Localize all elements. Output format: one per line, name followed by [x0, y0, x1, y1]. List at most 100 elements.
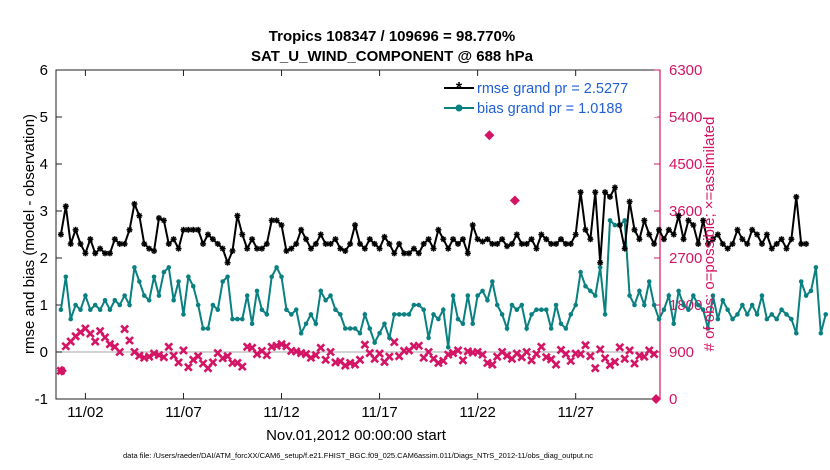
bias-point — [372, 340, 377, 345]
bias-point — [514, 307, 520, 313]
rmse-point — [352, 222, 359, 229]
bias-point — [73, 302, 78, 308]
rmse-star-stroke — [386, 241, 393, 247]
obs-assimilated-point — [262, 350, 272, 360]
rmse-point — [528, 236, 535, 243]
rmse-point — [484, 236, 491, 243]
rmse-star-stroke — [185, 227, 192, 233]
obs-assimilated-point — [478, 350, 487, 360]
bias-point — [279, 274, 284, 280]
rmse-star-stroke — [264, 241, 270, 247]
bias-point — [338, 312, 343, 317]
obs-assimilated-point — [448, 348, 458, 358]
rmse-point — [229, 247, 236, 254]
rmse-point — [141, 240, 148, 247]
bias-point — [573, 302, 578, 308]
bias-point — [627, 293, 632, 298]
obs-assimilated-point — [551, 360, 561, 369]
obs-assimilated-point — [100, 332, 110, 342]
bias-point — [210, 302, 216, 308]
rmse-star-stroke — [131, 201, 138, 207]
rmse-star-stroke — [205, 231, 211, 238]
bias-point — [436, 316, 441, 322]
rmse-star-stroke — [283, 248, 290, 254]
chart-subtitle: SAT_U_WIND_COMPONENT @ 688 hPa — [251, 48, 534, 65]
obs-x-stroke — [257, 346, 267, 356]
obs-x-stroke — [429, 354, 438, 364]
bias-point — [730, 316, 735, 322]
obs-x-stroke — [522, 347, 532, 357]
rmse-star-stroke — [680, 236, 687, 242]
bias-point — [328, 293, 333, 298]
rmse-point — [111, 236, 118, 243]
rmse-point — [719, 240, 726, 247]
rmse-star-stroke — [720, 241, 726, 247]
bias-point — [769, 312, 775, 317]
rmse-point — [783, 245, 790, 252]
bias-point — [190, 283, 196, 289]
y-axis-right-label: # of obs: o=possible; ×=assimilated — [701, 117, 718, 352]
rmse-point — [62, 203, 69, 210]
bias-point — [588, 288, 593, 294]
bias-point — [485, 298, 490, 303]
rmse-star-stroke — [538, 231, 545, 238]
bias-point — [431, 312, 436, 317]
rmse-point — [724, 245, 731, 252]
obs-assimilated-point — [134, 351, 144, 361]
bias-point — [480, 288, 485, 294]
rmse-star-stroke — [553, 241, 559, 247]
bias-point — [490, 279, 495, 284]
bias-point — [421, 307, 426, 313]
obs-assimilated-point — [277, 339, 286, 349]
rmse-star-stroke — [749, 227, 755, 233]
rmse-point — [420, 240, 427, 247]
rmse-star-stroke — [445, 245, 451, 252]
bias-point — [450, 293, 456, 298]
rmse-point — [670, 231, 677, 238]
obs-x-stroke — [154, 350, 164, 360]
rmse-point — [572, 231, 579, 238]
obs-x-stroke — [90, 337, 100, 346]
obs-x-stroke — [497, 347, 507, 357]
x-tick-label: 11/12 — [263, 404, 299, 421]
rmse-star-stroke — [278, 222, 285, 228]
rmse-star-stroke — [273, 217, 280, 224]
obs-x-stroke — [301, 349, 311, 359]
rmse-point — [680, 236, 687, 243]
bias-point — [215, 307, 221, 313]
obs-assimilated-point — [473, 347, 483, 357]
rmse-star-stroke — [460, 236, 466, 242]
rmse-star-stroke — [352, 222, 358, 228]
rmse-star-stroke — [744, 241, 750, 247]
obs-x-stroke — [620, 354, 630, 364]
obs-assimilated-point — [581, 340, 590, 350]
rmse-star-stroke — [455, 241, 461, 247]
bias-point — [529, 312, 534, 317]
bias-point — [441, 307, 446, 313]
obs-x-stroke — [414, 341, 424, 351]
obs-x-stroke — [448, 348, 458, 358]
rmse-point — [739, 236, 746, 243]
bias-point — [186, 274, 191, 280]
rmse-star-stroke — [288, 245, 294, 252]
rmse-star-stroke — [362, 245, 368, 252]
footer-data-file: data file: /Users/raeder/DAI/ATM_forcXX/… — [123, 451, 593, 460]
bias-point — [671, 321, 677, 327]
rmse-point — [366, 236, 373, 243]
obs-x-stroke — [321, 355, 331, 365]
rmse-point — [504, 243, 511, 250]
legend-bias-marker — [455, 104, 463, 112]
bias-point — [137, 279, 142, 284]
bias-point — [558, 321, 564, 327]
rmse-star-stroke — [136, 213, 143, 219]
rmse-star-stroke — [484, 236, 491, 242]
rmse-point — [57, 231, 64, 238]
bias-point — [622, 218, 628, 223]
bias-point — [298, 330, 304, 336]
bias-point — [284, 307, 289, 313]
obs-assimilated-point — [585, 351, 595, 361]
bias-point — [141, 293, 147, 298]
rmse-star-stroke — [533, 245, 540, 252]
rmse-point — [204, 231, 211, 238]
bias-point — [112, 298, 118, 303]
